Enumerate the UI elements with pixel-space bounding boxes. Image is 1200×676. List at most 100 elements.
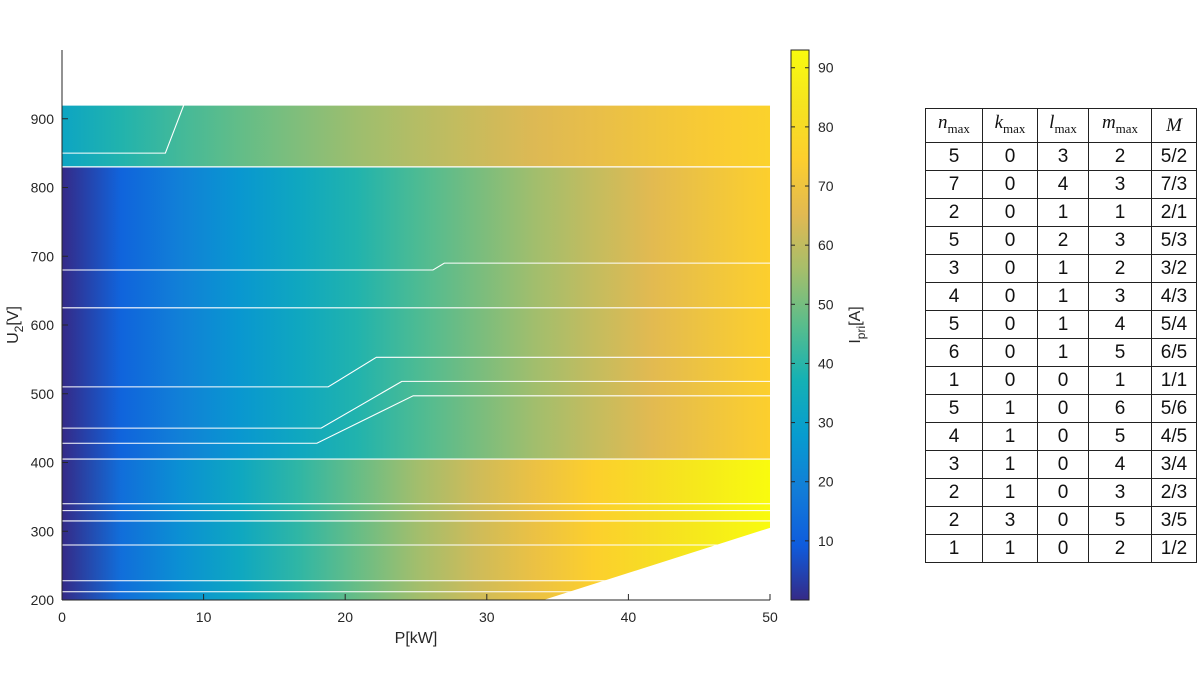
table-cell: 3 xyxy=(1088,169,1152,199)
table-header-cell: mmax xyxy=(1088,108,1152,143)
colorbar-tick-label: 30 xyxy=(818,415,834,431)
table-cell: 2 xyxy=(1037,225,1089,255)
table-cell: 0 xyxy=(982,365,1038,395)
table-cell: 4/5 xyxy=(1151,421,1197,451)
table-cell: 5/4 xyxy=(1151,309,1197,339)
table-cell: 3 xyxy=(1088,225,1152,255)
table-cell: 1 xyxy=(1037,309,1089,339)
y-tick-label: 800 xyxy=(31,180,55,196)
table-cell: 0 xyxy=(982,197,1038,227)
table-row: 5 0 1 4 5/4 xyxy=(925,309,1197,339)
y-tick-label: 300 xyxy=(31,523,55,539)
table-cell: 0 xyxy=(982,281,1038,311)
colorbar-tick-label: 70 xyxy=(818,178,834,194)
y-tick-label: 400 xyxy=(31,455,55,471)
contour-line xyxy=(62,104,185,154)
heatmap xyxy=(62,104,770,600)
colorbar-tick-label: 60 xyxy=(818,237,834,253)
table-cell: 5 xyxy=(925,141,983,171)
table-cell: 1 xyxy=(925,365,983,395)
table-cell: 6/5 xyxy=(1151,337,1197,367)
colorbar-tick-label: 40 xyxy=(818,355,834,371)
table-cell: 3 xyxy=(1088,477,1152,507)
table-cell: 3 xyxy=(925,253,983,283)
table-cell: 1 xyxy=(1037,337,1089,367)
table-cell: 3 xyxy=(982,505,1038,535)
x-tick-label: 0 xyxy=(58,609,66,625)
x-tick-label: 30 xyxy=(479,609,495,625)
table-cell: 1 xyxy=(1037,281,1089,311)
table-cell: 0 xyxy=(982,337,1038,367)
x-tick-label: 40 xyxy=(621,609,637,625)
contour-line xyxy=(62,356,770,388)
table-cell: 1 xyxy=(925,533,983,563)
table-cell: 1 xyxy=(982,393,1038,423)
table-cell: 2/3 xyxy=(1151,477,1197,507)
table-cell: 5/6 xyxy=(1151,393,1197,423)
table-cell: 6 xyxy=(925,337,983,367)
y-tick-label: 900 xyxy=(31,111,55,127)
y-tick-label: 200 xyxy=(31,592,55,608)
table-header-cell: kmax xyxy=(982,108,1038,143)
table-cell: 2 xyxy=(1088,141,1152,171)
table-cell: 4 xyxy=(925,421,983,451)
colorbar-tick-label: 50 xyxy=(818,296,834,312)
table-row: 2 1 0 3 2/3 xyxy=(925,477,1197,507)
contour-line xyxy=(62,262,770,271)
contour-line xyxy=(62,380,770,429)
table-row: 7 0 4 3 7/3 xyxy=(925,169,1197,199)
table-cell: 2 xyxy=(925,505,983,535)
table-cell: 3 xyxy=(1037,141,1089,171)
table-cell: 5 xyxy=(925,309,983,339)
table-cell: 0 xyxy=(1037,449,1089,479)
table-cell: 0 xyxy=(982,225,1038,255)
table-cell: 1 xyxy=(982,477,1038,507)
table-cell: 2 xyxy=(1088,253,1152,283)
table-row: 1 0 0 1 1/1 xyxy=(925,365,1197,395)
table-cell: 5/2 xyxy=(1151,141,1197,171)
table-row: 3 0 1 2 3/2 xyxy=(925,253,1197,283)
table-cell: 1 xyxy=(982,421,1038,451)
table-header-cell: lmax xyxy=(1037,108,1089,143)
colorbar-tick-label: 10 xyxy=(818,533,834,549)
table-cell: 1/2 xyxy=(1151,533,1197,563)
table-row: 6 0 1 5 6/5 xyxy=(925,337,1197,367)
table-cell: 0 xyxy=(1037,393,1089,423)
table-cell: 1/1 xyxy=(1151,365,1197,395)
table-cell: 0 xyxy=(982,169,1038,199)
table-header-cell: M xyxy=(1151,108,1197,143)
table-cell: 7 xyxy=(925,169,983,199)
table-cell: 1 xyxy=(1037,197,1089,227)
table-cell: 1 xyxy=(1037,253,1089,283)
table-cell: 2 xyxy=(925,477,983,507)
parameter-table: nmax kmax lmax mmax M 5 0 3 2 5/2 7 0 4 3 7/3 2 0 1 1 2/1 5… xyxy=(925,108,1197,563)
table-cell: 4 xyxy=(1088,449,1152,479)
contour-lines xyxy=(62,104,770,593)
table-cell: 0 xyxy=(1037,533,1089,563)
heatmap-region xyxy=(62,166,770,460)
y-axis-label: U2[V] xyxy=(5,306,26,344)
table-header-row: nmax kmax lmax mmax M xyxy=(925,108,1197,143)
axes: 0 10 20 30 40 50 200 300 400 500 600 700 800 900 xyxy=(31,50,778,625)
table-cell: 3/5 xyxy=(1151,505,1197,535)
table-cell: 4 xyxy=(1037,169,1089,199)
table-cell: 3/4 xyxy=(1151,449,1197,479)
table-body: 5 0 3 2 5/2 7 0 4 3 7/3 2 0 1 1 2/1 5 0 2 3 5/3 3 0 1 2 3/2 4 0 1 3 4… xyxy=(925,141,1197,563)
table-cell: 1 xyxy=(982,449,1038,479)
table-row: 5 1 0 6 5/6 xyxy=(925,393,1197,423)
table-cell: 0 xyxy=(1037,477,1089,507)
table-cell: 5/3 xyxy=(1151,225,1197,255)
x-axis-label: P[kW] xyxy=(395,630,438,647)
table-cell: 6 xyxy=(1088,393,1152,423)
table-row: 5 0 3 2 5/2 xyxy=(925,141,1197,171)
axis-labels: P[kW] U2[V] Ipri[A] xyxy=(5,306,868,647)
colorbar-tick-label: 80 xyxy=(818,119,834,135)
table-row: 5 0 2 3 5/3 xyxy=(925,225,1197,255)
table-row: 4 0 1 3 4/3 xyxy=(925,281,1197,311)
table-cell: 2 xyxy=(925,197,983,227)
table-cell: 5 xyxy=(925,393,983,423)
table-cell: 4 xyxy=(1088,309,1152,339)
table-cell: 0 xyxy=(1037,421,1089,451)
table-cell: 1 xyxy=(1088,365,1152,395)
